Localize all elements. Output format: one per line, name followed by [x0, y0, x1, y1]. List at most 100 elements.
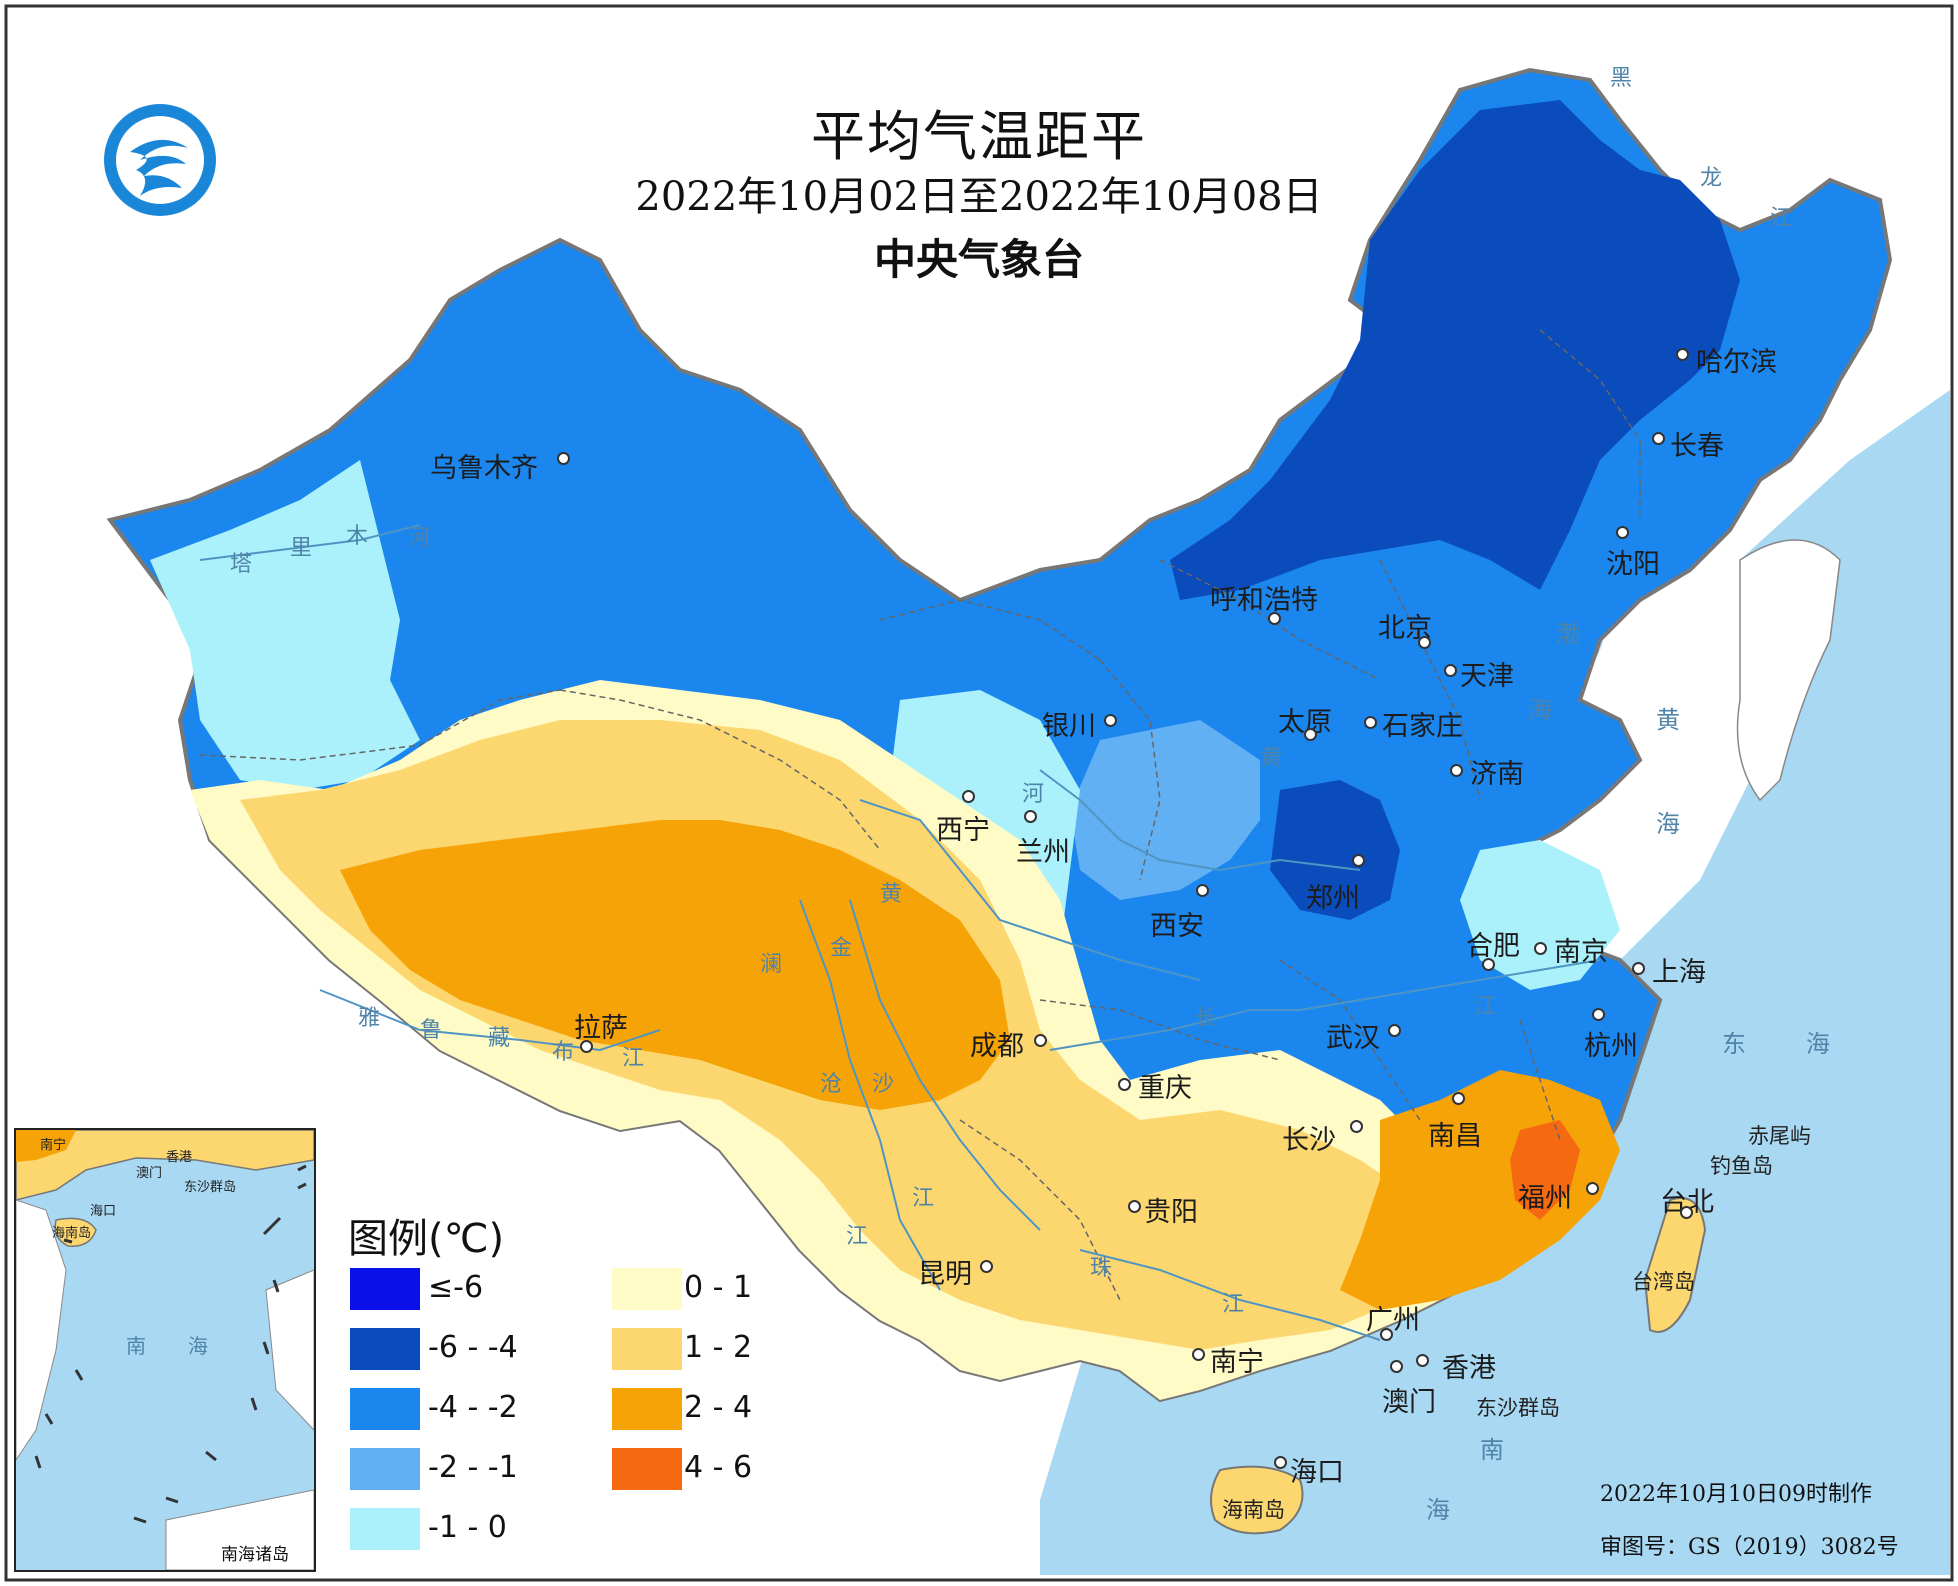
- river-label-yangtze: 长: [1194, 1006, 1217, 1031]
- city-marker: [557, 452, 570, 465]
- legend-title: 图例(℃): [348, 1216, 505, 1262]
- inset-label-haikou: 海口: [90, 1204, 117, 1219]
- south-china-sea-inset: 南宁 香港 澳门 东沙群岛 海口 海南岛 南 海 南海诸岛: [14, 1128, 316, 1572]
- sea-label-south-sea: 海: [1426, 1496, 1450, 1524]
- city-marker: [1304, 728, 1317, 741]
- city-nanchang: 南昌: [1428, 1121, 1482, 1152]
- city-marker: [1450, 764, 1463, 777]
- korea-land: [1736, 539, 1841, 802]
- river-label-yarlung: 布: [552, 1040, 575, 1065]
- city-shenyang: 沈阳: [1606, 549, 1660, 580]
- inset-sea-label: 海: [188, 1334, 208, 1358]
- city-marker: [1676, 348, 1689, 361]
- city-guangzhou: 广州: [1366, 1305, 1420, 1336]
- city-marker: [1024, 810, 1037, 823]
- city-changchun: 长春: [1670, 431, 1724, 462]
- city-marker: [1482, 958, 1495, 971]
- river-label-heilong: 黑: [1610, 66, 1633, 91]
- city-zhengzhou: 郑州: [1306, 883, 1360, 914]
- anomaly-mid-blue: [1070, 720, 1260, 900]
- city-marker: [1452, 1092, 1465, 1105]
- island-label-chiwei: 赤尾屿: [1748, 1124, 1811, 1148]
- city-marker: [1632, 962, 1645, 975]
- legend-swatch: [350, 1328, 420, 1370]
- city-marker: [1534, 942, 1547, 955]
- city-yinchuan: 银川: [1042, 711, 1096, 742]
- river-label-tarim: 里: [290, 536, 313, 561]
- city-hongkong: 香港: [1442, 1353, 1496, 1384]
- date-range: 2022年10月02日至2022年10月08日: [635, 174, 1323, 220]
- river-label-yarlung: 鲁: [420, 1018, 443, 1043]
- map-approval-number: 审图号：GS（2019）3082号: [1600, 1535, 1899, 1560]
- city-marker: [1380, 1328, 1393, 1341]
- river-label-yellow: 黄: [1260, 746, 1283, 771]
- city-chengdu: 成都: [970, 1031, 1024, 1062]
- city-marker: [1444, 664, 1457, 677]
- city-jinan: 济南: [1470, 759, 1524, 790]
- city-marker: [1350, 1120, 1363, 1133]
- taiwan-island: [1643, 1197, 1707, 1333]
- sea-label-east-sea: 东: [1722, 1030, 1746, 1058]
- city-marker: [1616, 526, 1629, 539]
- city-hefei: 合肥: [1466, 931, 1520, 962]
- inset-label-macau: 澳门: [136, 1166, 163, 1181]
- production-time: 2022年10月10日09时制作: [1600, 1482, 1872, 1507]
- sea-label-yellow-sea: 黄: [1656, 706, 1680, 734]
- river-label-jinsha: 江: [912, 1186, 935, 1211]
- city-kunming: 昆明: [918, 1259, 972, 1290]
- legend-label: 1 - 2: [684, 1330, 753, 1365]
- city-shijiazhuang: 石家庄: [1382, 711, 1463, 742]
- sea-label-yellow-sea: 海: [1656, 810, 1680, 838]
- legend-label: 2 - 4: [684, 1390, 753, 1425]
- anomaly-light-cyan-east: [1460, 840, 1620, 990]
- city-urumqi: 乌鲁木齐: [430, 453, 538, 484]
- city-fuzhou: 福州: [1518, 1183, 1572, 1214]
- river-label-lancang: 沧: [820, 1072, 843, 1097]
- inset-label-hongkong: 香港: [166, 1150, 193, 1165]
- legend-swatch: [612, 1388, 682, 1430]
- city-shanghai: 上海: [1652, 957, 1706, 988]
- city-xian: 西安: [1150, 911, 1204, 942]
- city-marker: [1118, 1078, 1131, 1091]
- anomaly-light-cyan-west: [150, 460, 420, 790]
- river-label-lancang: 江: [846, 1224, 869, 1249]
- anomaly-red-orange-fujian: [1510, 1120, 1580, 1220]
- sea-label-south-sea: 南: [1480, 1436, 1504, 1464]
- city-marker: [1364, 716, 1377, 729]
- legend-swatch: [612, 1268, 682, 1310]
- city-hohhot: 呼和浩特: [1210, 585, 1318, 616]
- legend-label: 4 - 6: [684, 1450, 753, 1485]
- sea-label-bohai: 渤: [1556, 620, 1580, 648]
- city-hangzhou: 杭州: [1584, 1031, 1638, 1062]
- river-label-jinsha: 金: [830, 936, 853, 961]
- island-label-diaoyu: 钓鱼岛: [1710, 1154, 1773, 1178]
- city-marker: [1268, 612, 1281, 625]
- city-marker: [1680, 1206, 1693, 1219]
- river-label-lancang: 澜: [760, 952, 783, 977]
- city-nanjing: 南京: [1554, 937, 1608, 968]
- river-label-tarim: 木: [346, 524, 369, 549]
- city-lanzhou: 兰州: [1016, 837, 1070, 868]
- river-label-yarlung: 江: [622, 1046, 645, 1071]
- legend-label: -2 - -1: [428, 1450, 518, 1485]
- anomaly-orange-tibet: [340, 820, 1010, 1110]
- city-marker: [580, 1040, 593, 1053]
- city-harbin: 哈尔滨: [1696, 347, 1777, 378]
- city-marker: [1418, 636, 1431, 649]
- city-guiyang: 贵阳: [1144, 1197, 1198, 1228]
- city-marker: [1274, 1456, 1287, 1469]
- city-marker: [1192, 1348, 1205, 1361]
- city-nanning: 南宁: [1210, 1347, 1264, 1378]
- island-label-hainan: 海南岛: [1222, 1498, 1285, 1522]
- anomaly-dark-blue-northeast: [1170, 100, 1740, 600]
- sea-label-east-sea: 海: [1806, 1030, 1830, 1058]
- river-label-yarlung: 藏: [488, 1026, 511, 1051]
- inset-map: [16, 1130, 314, 1570]
- island-label-taiwan: 台湾岛: [1632, 1270, 1695, 1294]
- sea-label-bohai: 海: [1528, 696, 1552, 724]
- river-label-yangtze: 江: [1474, 994, 1497, 1019]
- city-marker: [1128, 1200, 1141, 1213]
- inset-caption: 南海诸岛: [221, 1545, 289, 1565]
- city-marker: [1196, 884, 1209, 897]
